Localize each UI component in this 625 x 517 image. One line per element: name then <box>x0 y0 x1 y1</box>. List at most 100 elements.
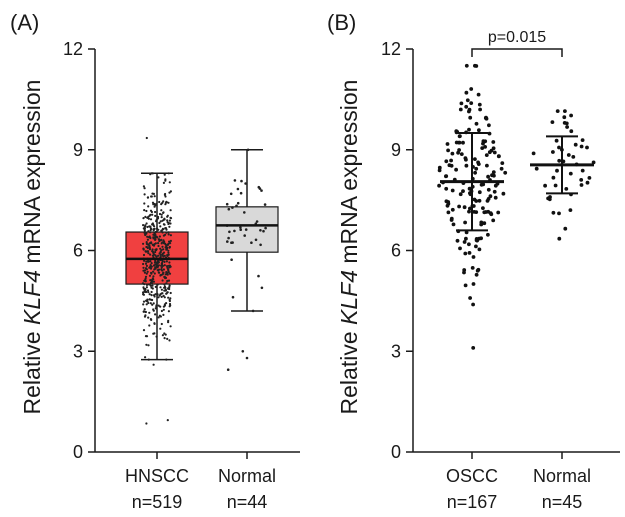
panel-b-point <box>464 104 469 109</box>
panel-b-point <box>579 178 584 182</box>
panel-b-point <box>569 129 574 134</box>
panel-a-point <box>142 253 146 257</box>
panel-a-y-tick-label: 6 <box>73 241 83 261</box>
panel-a-point <box>257 185 261 189</box>
panel-a-point <box>142 300 146 303</box>
panel-a-point <box>144 225 147 228</box>
panel-b-point <box>458 107 463 112</box>
panel-a-point <box>236 201 240 205</box>
panel-a-point <box>166 215 169 218</box>
panel-a-point <box>147 230 150 233</box>
panel-b-point <box>503 170 508 175</box>
panel-b-point <box>491 170 496 175</box>
panel-b-point <box>463 251 468 256</box>
panel-b-point <box>555 109 560 113</box>
panel-a-point <box>153 203 156 206</box>
panel-a-point <box>151 201 155 204</box>
panel-b-point <box>462 268 467 272</box>
panel-a-point <box>162 251 166 254</box>
panel-a-point <box>152 264 156 267</box>
panel-a-point <box>145 268 148 271</box>
panel-b-point <box>563 109 567 113</box>
panel-a-point <box>167 251 170 254</box>
panel-a-point <box>160 288 163 291</box>
panel-a-point <box>142 248 145 251</box>
panel-a-point <box>244 182 247 185</box>
panel-a-point <box>162 248 165 251</box>
panel-a-point <box>143 231 146 234</box>
panel-b-point <box>455 238 460 243</box>
panel-b-y-tick-label: 9 <box>391 140 401 160</box>
panel-a-point <box>226 240 229 243</box>
panel-a-point <box>153 231 156 235</box>
panel-b-ylabel-prefix: Relative <box>336 325 362 414</box>
panel-a-point <box>169 190 172 193</box>
panel-a-point <box>152 275 155 278</box>
panel-a-point <box>167 201 170 204</box>
panel-a-point <box>151 287 154 290</box>
panel-b-point <box>444 159 449 164</box>
panel-b-point <box>482 210 487 215</box>
panel-a-y-tick-label: 9 <box>73 140 83 160</box>
panel-a-point <box>236 187 240 191</box>
panel-b-point <box>457 140 462 145</box>
panel-a-point <box>165 248 168 251</box>
panel-a-point <box>148 248 152 251</box>
panel-a-point <box>142 269 145 272</box>
panel-a-point <box>153 272 156 275</box>
panel-a-point <box>151 243 154 246</box>
panel-b-point <box>486 197 491 201</box>
panel-a-point <box>231 206 234 209</box>
panel-b-point <box>449 158 453 163</box>
panel-b-point <box>472 210 477 214</box>
panel-a-point <box>165 292 168 295</box>
panel-a-point <box>162 211 165 214</box>
panel-a-point <box>151 223 154 226</box>
panel-b-point <box>474 121 479 126</box>
panel-a-point <box>145 286 148 289</box>
panel-a-point <box>167 249 170 252</box>
panel-a-point <box>162 271 165 274</box>
panel-b-point <box>450 188 455 193</box>
panel-a-point <box>142 224 145 227</box>
panel-a-point <box>146 196 150 199</box>
panel-a-point <box>262 229 265 233</box>
panel-a-point <box>163 283 166 286</box>
panel-a-point <box>260 189 263 192</box>
panel-b-point <box>563 226 568 231</box>
panel-a-point <box>156 265 160 268</box>
panel-a-point <box>145 303 148 306</box>
panel-b-point <box>474 272 479 277</box>
panel-b-point <box>499 166 504 171</box>
panel-b-point <box>481 206 485 211</box>
panel-a-point <box>161 254 164 257</box>
panel-a-point <box>150 210 153 214</box>
panel-a-point <box>157 296 160 299</box>
panel-a-point <box>148 225 151 228</box>
panel-a-point <box>158 221 161 225</box>
panel-b-point <box>488 211 493 216</box>
panel-b-point <box>591 160 596 165</box>
panel-a-ylabel-gene: KLF4 <box>19 270 45 325</box>
panel-a-point <box>167 222 170 226</box>
panel-b-point <box>467 127 471 132</box>
panel-a-point <box>145 260 148 263</box>
panel-a-point <box>157 261 160 264</box>
panel-a-point <box>149 267 153 270</box>
panel-b-point <box>547 197 552 202</box>
panel-a-point <box>152 236 155 239</box>
panel-b-point <box>496 210 501 215</box>
panel-b-point <box>571 155 576 159</box>
panel-b-y-tick-label: 3 <box>391 341 401 361</box>
panel-b-point <box>446 210 451 215</box>
panel-a-point <box>144 356 147 359</box>
panel-b-point <box>491 218 496 223</box>
panel-a-point <box>161 279 164 282</box>
panel-b-point <box>451 222 456 227</box>
panel-b-category-n: n=45 <box>542 492 583 512</box>
panel-b-point <box>487 123 491 128</box>
panel-a-point <box>231 295 235 299</box>
panel-a-point <box>146 289 150 292</box>
panel-a-point <box>145 222 148 225</box>
